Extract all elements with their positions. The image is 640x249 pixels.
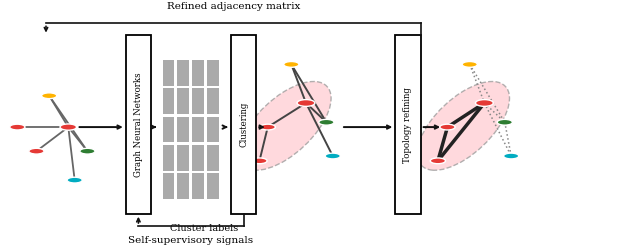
Circle shape (80, 148, 95, 154)
Circle shape (497, 119, 513, 125)
Circle shape (430, 158, 445, 164)
Text: Cluster labels: Cluster labels (170, 224, 238, 233)
Bar (192, 145, 204, 171)
Bar (192, 88, 204, 114)
Circle shape (252, 158, 267, 164)
Text: Clustering: Clustering (239, 102, 248, 147)
Bar (395, 35, 420, 214)
Circle shape (260, 124, 275, 130)
Circle shape (29, 148, 44, 154)
Bar (177, 60, 189, 85)
Text: Self-supervisory signals: Self-supervisory signals (129, 236, 253, 245)
Bar (177, 174, 189, 199)
Bar (163, 174, 174, 199)
Text: Graph Neural Networks: Graph Neural Networks (134, 72, 143, 177)
Circle shape (284, 62, 299, 67)
Bar (192, 60, 204, 85)
Circle shape (319, 119, 334, 125)
Circle shape (440, 124, 455, 130)
Circle shape (325, 153, 340, 159)
Circle shape (10, 124, 25, 130)
Circle shape (42, 93, 57, 99)
Bar (231, 35, 256, 214)
Bar (177, 117, 189, 142)
Bar (192, 174, 204, 199)
Bar (125, 35, 151, 214)
Bar (163, 88, 174, 114)
Circle shape (297, 100, 315, 106)
Bar (177, 88, 189, 114)
Circle shape (504, 153, 519, 159)
Bar (207, 145, 219, 171)
Circle shape (476, 100, 493, 106)
Bar (163, 145, 174, 171)
Text: Topology refining: Topology refining (403, 87, 412, 163)
Bar (192, 117, 204, 142)
Bar (207, 60, 219, 85)
Bar (207, 88, 219, 114)
Bar (163, 117, 174, 142)
Bar (207, 117, 219, 142)
Text: Refined adjacency matrix: Refined adjacency matrix (166, 2, 300, 11)
Circle shape (60, 124, 77, 130)
Circle shape (462, 62, 477, 67)
Bar (163, 60, 174, 85)
Bar (207, 174, 219, 199)
Ellipse shape (417, 81, 509, 170)
Ellipse shape (239, 81, 331, 170)
Circle shape (67, 177, 83, 183)
Bar (177, 145, 189, 171)
